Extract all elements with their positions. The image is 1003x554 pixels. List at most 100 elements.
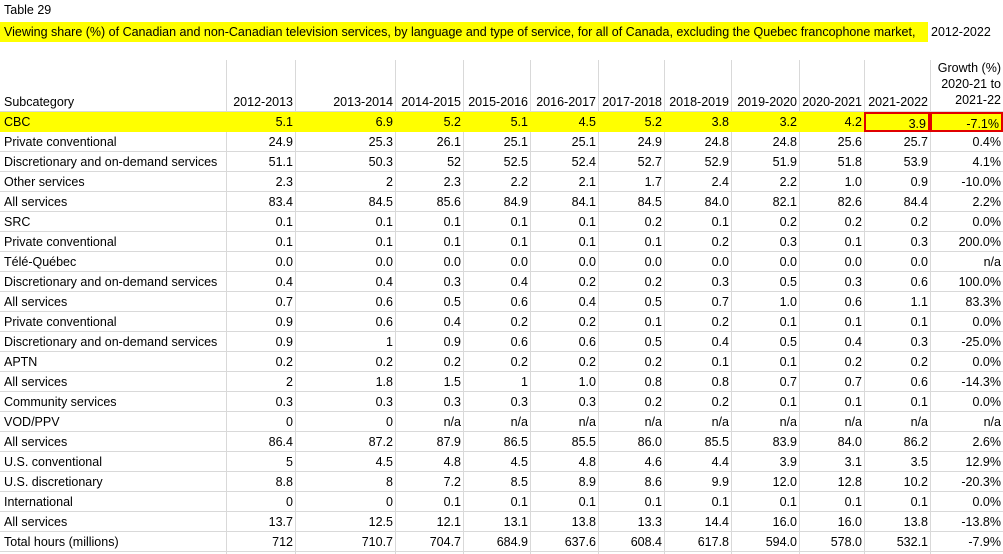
data-cell[interactable]: 7.2 [443,475,461,489]
data-cell[interactable]: 52 [447,155,461,169]
data-cell[interactable]: 0.1 [375,215,393,229]
data-cell[interactable]: 0.3 [910,335,928,349]
data-cell[interactable]: 0.6 [578,335,596,349]
data-cell[interactable]: 0.1 [275,235,293,249]
data-cell[interactable]: 24.9 [637,135,662,149]
row-label[interactable]: CBC [0,112,226,132]
data-cell[interactable]: 0.0% [972,495,1002,509]
data-cell[interactable]: 0.0 [443,255,461,269]
data-cell[interactable]: 0.2 [644,275,662,289]
data-cell[interactable]: 3.9 [864,112,930,132]
row-label[interactable]: Community services [4,395,117,409]
data-cell[interactable]: 0.3 [910,235,928,249]
data-cell[interactable]: 0.1 [510,215,528,229]
data-cell[interactable]: 4.5 [375,455,393,469]
data-cell[interactable]: n/a [844,415,862,429]
row-label[interactable]: Discretionary and on-demand services [4,275,218,289]
data-cell[interactable]: 0.2 [578,355,596,369]
row-label[interactable]: Discretionary and on-demand services [4,155,218,169]
row-label[interactable]: Other services [4,175,85,189]
data-cell[interactable]: 0.6 [510,295,528,309]
data-cell[interactable]: 704.7 [429,535,461,549]
data-cell[interactable]: 0.1 [510,235,528,249]
row-label[interactable]: All services [4,295,68,309]
data-cell[interactable]: 3.9 [779,455,797,469]
data-cell[interactable]: 13.3 [637,515,662,529]
data-cell[interactable]: 4.2 [799,112,864,132]
data-cell[interactable]: 0.1 [910,395,928,409]
data-cell[interactable]: 87.9 [436,435,461,449]
data-cell[interactable]: 9.9 [711,475,729,489]
data-cell[interactable]: 0.7 [711,295,729,309]
data-cell[interactable]: 25.3 [368,135,393,149]
data-cell[interactable]: 0.5 [443,295,461,309]
data-cell[interactable]: 0.1 [844,495,862,509]
data-cell[interactable]: 0.2 [844,355,862,369]
data-cell[interactable]: 0.1 [779,495,797,509]
data-cell[interactable]: -14.3% [961,375,1001,389]
data-cell[interactable]: 0.1 [443,495,461,509]
data-cell[interactable]: 0.1 [510,495,528,509]
row-label[interactable]: U.S. conventional [4,455,102,469]
data-cell[interactable]: 0.7 [275,295,293,309]
header-growth[interactable]: Growth (%) [937,61,1001,75]
data-cell[interactable]: 0.8 [711,375,729,389]
data-cell[interactable]: 0.2 [578,315,596,329]
data-cell[interactable]: n/a [711,415,729,429]
data-cell[interactable]: 4.8 [443,455,461,469]
data-cell[interactable]: 84.5 [368,195,393,209]
data-cell[interactable]: 1.8 [375,375,393,389]
data-cell[interactable]: 8.5 [510,475,528,489]
data-cell[interactable]: 2.3 [443,175,461,189]
row-label[interactable]: APTN [4,355,38,369]
header-year[interactable]: 2020-2021 [802,95,862,109]
data-cell[interactable]: 2.1 [578,175,596,189]
data-cell[interactable]: 82.1 [772,195,797,209]
data-cell[interactable]: 0 [286,495,293,509]
data-cell[interactable]: 83.4 [268,195,293,209]
data-cell[interactable]: 0 [386,495,393,509]
data-cell[interactable]: 0.6 [910,375,928,389]
header-year[interactable]: 2019-2020 [737,95,797,109]
data-cell[interactable]: 1.5 [443,375,461,389]
data-cell[interactable]: 0.6 [375,315,393,329]
data-cell[interactable]: 8 [386,475,393,489]
data-cell[interactable]: 0.7 [844,375,862,389]
data-cell[interactable]: 12.9% [965,455,1001,469]
data-cell[interactable]: 0.0 [711,255,729,269]
data-cell[interactable]: 0.2 [779,215,797,229]
data-cell[interactable]: 0.0 [275,255,293,269]
row-label[interactable]: U.S. discretionary [4,475,103,489]
row-label[interactable]: All services [4,375,68,389]
row-label[interactable]: Private conventional [4,235,117,249]
data-cell[interactable]: 4.8 [578,455,596,469]
data-cell[interactable]: 82.6 [837,195,862,209]
data-cell[interactable]: 2.3 [275,175,293,189]
data-cell[interactable]: 0.4 [443,315,461,329]
data-cell[interactable]: 24.9 [268,135,293,149]
data-cell[interactable]: 52.5 [503,155,528,169]
data-cell[interactable]: 1.0 [578,375,596,389]
data-cell[interactable]: 0.6 [510,335,528,349]
data-cell[interactable]: 0.1 [779,395,797,409]
data-cell[interactable]: 3.1 [844,455,862,469]
data-cell[interactable]: 86.5 [503,435,528,449]
header-year[interactable]: 2017-2018 [602,95,662,109]
data-cell[interactable]: 0.4 [844,335,862,349]
data-cell[interactable]: 0.2 [644,215,662,229]
data-cell[interactable]: 52.9 [704,155,729,169]
data-cell[interactable]: 0.2 [844,215,862,229]
data-cell[interactable]: 0.2 [375,355,393,369]
data-cell[interactable]: 51.1 [268,155,293,169]
data-cell[interactable]: 0.2 [711,315,729,329]
header-year[interactable]: 2015-2016 [468,95,528,109]
data-cell[interactable]: 0.3 [779,235,797,249]
header-year[interactable]: 2018-2019 [669,95,729,109]
data-cell[interactable]: 0.0 [644,255,662,269]
data-cell[interactable]: 0.7 [779,375,797,389]
data-cell[interactable]: 86.4 [268,435,293,449]
data-cell[interactable]: 0.0% [972,215,1002,229]
data-cell[interactable]: 0.0 [910,255,928,269]
data-cell[interactable]: 637.6 [564,535,596,549]
data-cell[interactable]: 0.1 [644,495,662,509]
